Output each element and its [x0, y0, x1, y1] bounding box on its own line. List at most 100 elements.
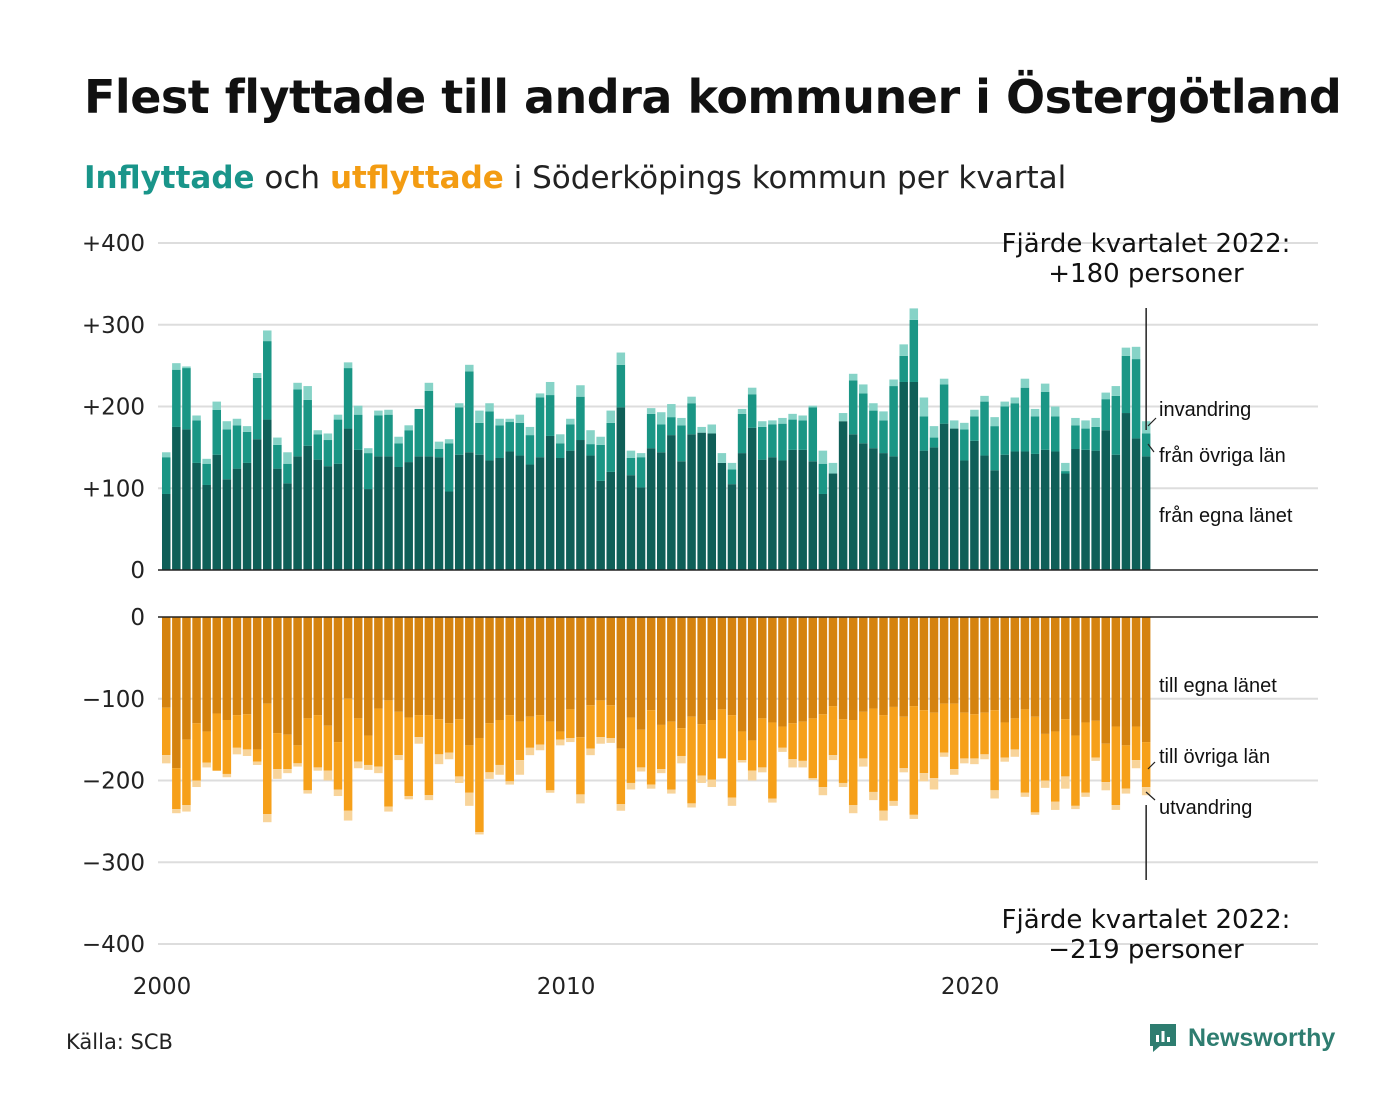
bar-in-other-counties [444, 443, 454, 492]
bar-immigration [626, 450, 636, 458]
bar-out-other-counties [283, 734, 292, 770]
bar-in-other-counties [353, 414, 363, 450]
bar-in-other-counties [535, 397, 545, 458]
bar-out-other-counties [1010, 718, 1020, 750]
bar-out-other-counties [949, 703, 959, 770]
bar-in-own-county [525, 464, 535, 570]
y-tick-label: +100 [82, 476, 145, 502]
bar-out-other-counties [636, 729, 646, 768]
bar-out-own-county [889, 617, 898, 707]
bar-out-other-counties [545, 721, 555, 791]
bar-out-own-county [636, 617, 646, 730]
bar-in-other-counties [1121, 355, 1131, 414]
bar-emigration [303, 790, 312, 794]
bar-out-other-counties [1091, 720, 1100, 758]
bar-in-other-counties [899, 355, 908, 382]
chart-title: Flest flyttade till andra kommuner i Öst… [84, 70, 1342, 124]
bottom-bars [158, 616, 1318, 835]
bar-out-own-county [1081, 617, 1090, 723]
bar-out-own-county [475, 617, 484, 738]
bar-immigration [424, 382, 434, 391]
annotation-top-text: Fjärde kvartalet 2022: [1002, 229, 1291, 259]
bar-in-own-county [242, 462, 252, 570]
bar-out-other-counties [1050, 731, 1060, 802]
bar-in-own-county [960, 460, 969, 570]
bar-out-other-counties [768, 722, 777, 799]
bar-immigration [172, 363, 181, 370]
bar-emigration [535, 744, 545, 751]
bar-out-other-counties [1081, 722, 1090, 793]
bar-in-own-county [919, 450, 929, 570]
bar-in-other-counties [454, 407, 464, 455]
bar-out-other-counties [980, 712, 989, 755]
bar-in-other-counties [960, 429, 969, 461]
bar-in-other-counties [566, 424, 575, 451]
bar-in-other-counties [768, 424, 777, 458]
y-tick-label: −400 [82, 932, 145, 958]
bar-out-own-county [333, 617, 343, 743]
bar-emigration [949, 769, 959, 775]
bar-out-own-county [162, 617, 171, 708]
bar-out-other-counties [667, 721, 676, 790]
bar-in-other-counties [677, 425, 686, 462]
bar-emigration [162, 755, 171, 764]
bar-in-other-counties [162, 457, 171, 494]
bottom-y-axis: 0 −100 −200 −300 −400 [82, 605, 145, 958]
bar-in-own-county [263, 419, 272, 570]
bar-out-other-counties [677, 728, 686, 756]
side-label-in: invandring [1159, 399, 1251, 421]
bar-emigration [394, 755, 403, 761]
bar-emigration [232, 747, 242, 755]
bar-in-other-counties [273, 444, 282, 469]
bar-in-other-counties [1071, 425, 1080, 450]
bar-in-own-county [1141, 456, 1151, 570]
bar-emigration [838, 782, 848, 788]
bar-out-other-counties [869, 708, 878, 792]
bar-out-other-counties [1030, 716, 1040, 813]
bar-out-own-county [424, 617, 434, 716]
bar-immigration [616, 352, 626, 365]
bar-in-own-county [505, 451, 514, 570]
bar-emigration [313, 767, 323, 771]
bar-immigration [454, 403, 464, 408]
bar-out-own-county [606, 617, 615, 706]
bar-in-other-counties [980, 401, 989, 456]
bar-immigration [848, 373, 858, 381]
bar-emigration [879, 810, 888, 821]
bar-out-own-county [283, 617, 292, 735]
bar-immigration [192, 415, 201, 421]
bar-in-other-counties [475, 422, 484, 455]
bar-out-other-counties [889, 706, 898, 801]
bar-in-own-county [677, 461, 686, 570]
bar-out-other-counties [535, 715, 545, 745]
annotation-bottom-text: −219 personer [1048, 935, 1244, 965]
bar-out-other-counties [1101, 743, 1110, 783]
bar-in-other-counties [283, 463, 292, 484]
bar-out-own-county [899, 617, 908, 717]
bar-out-other-counties [454, 719, 464, 777]
bar-in-other-counties [252, 377, 262, 440]
bar-out-other-counties [263, 703, 272, 815]
bar-emigration [626, 782, 636, 790]
bar-emigration [899, 768, 908, 773]
bar-immigration [596, 436, 605, 445]
top-y-axis: +400 +300 +200 +100 0 [82, 231, 145, 584]
bar-immigration [828, 462, 838, 474]
bar-emigration [444, 752, 454, 760]
bar-in-own-county [768, 457, 777, 570]
bar-out-own-county [859, 617, 868, 712]
bar-in-other-counties [1131, 359, 1141, 439]
bar-out-other-counties [576, 737, 585, 795]
bar-in-own-county [949, 428, 959, 570]
bar-in-other-counties [505, 422, 514, 452]
bar-out-own-county [758, 617, 767, 719]
bar-immigration [202, 458, 211, 464]
bar-in-own-county [475, 454, 484, 570]
bar-immigration [1131, 346, 1141, 360]
bar-in-other-counties [394, 443, 403, 467]
bar-immigration [737, 408, 747, 414]
bar-immigration [384, 409, 393, 415]
bar-immigration [263, 330, 272, 342]
x-tick-label: 2020 [941, 974, 1000, 1000]
bar-in-own-county [697, 432, 706, 570]
